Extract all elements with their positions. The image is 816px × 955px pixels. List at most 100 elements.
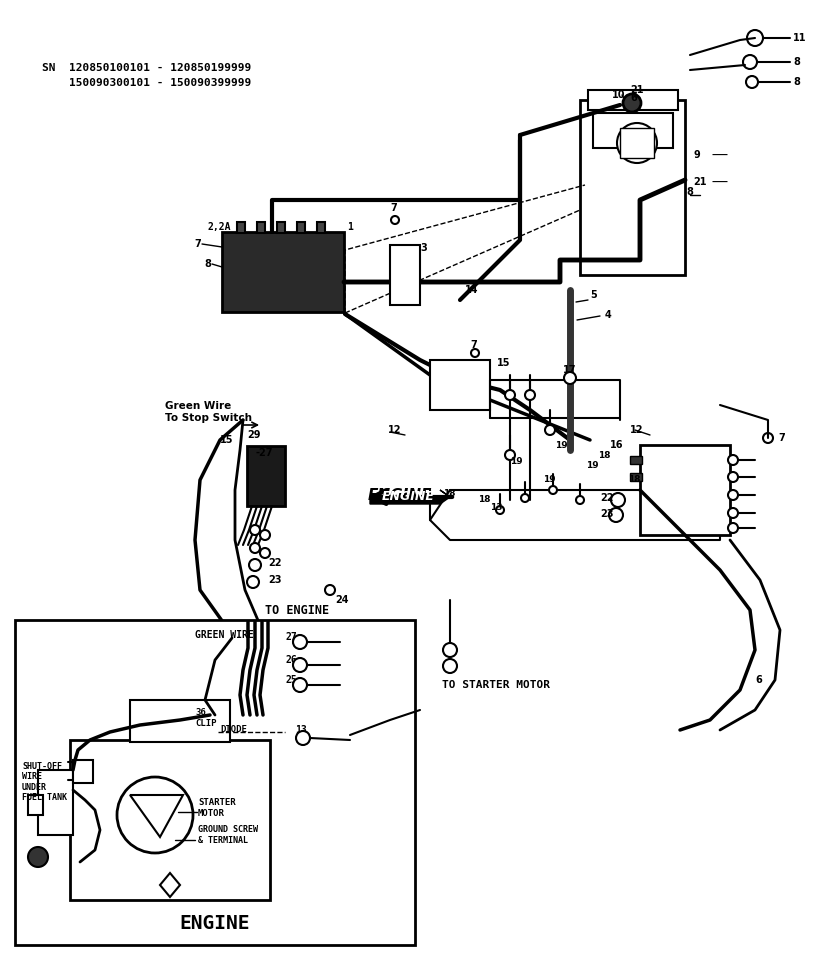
Text: 3: 3 <box>420 243 427 253</box>
Bar <box>390 245 420 305</box>
Circle shape <box>564 372 576 384</box>
Polygon shape <box>370 490 450 504</box>
Bar <box>70 740 270 900</box>
Circle shape <box>293 658 307 672</box>
Circle shape <box>505 450 515 460</box>
Circle shape <box>617 123 657 163</box>
Text: 8: 8 <box>793 77 800 87</box>
Bar <box>28 795 43 815</box>
Text: 16: 16 <box>610 440 623 450</box>
Bar <box>277 222 285 233</box>
Circle shape <box>609 508 623 522</box>
Text: 12: 12 <box>388 425 401 435</box>
Text: 14: 14 <box>465 285 478 295</box>
Bar <box>297 222 305 233</box>
Text: 18: 18 <box>598 451 610 459</box>
Text: 19: 19 <box>555 440 568 450</box>
Circle shape <box>117 777 193 853</box>
Circle shape <box>260 530 270 540</box>
Circle shape <box>443 659 457 673</box>
Text: 25: 25 <box>285 675 297 685</box>
Circle shape <box>728 508 738 518</box>
Text: 18: 18 <box>478 496 490 504</box>
Bar <box>222 232 344 312</box>
Text: 8: 8 <box>204 259 211 269</box>
Bar <box>237 222 245 233</box>
Text: TO STARTER MOTOR: TO STARTER MOTOR <box>442 680 550 690</box>
Text: ENGINE: ENGINE <box>382 491 434 503</box>
Text: STARTER
MOTOR: STARTER MOTOR <box>198 798 236 817</box>
Bar <box>73 760 93 783</box>
Text: DIODE: DIODE <box>220 726 247 734</box>
Circle shape <box>623 94 641 112</box>
Text: 22: 22 <box>600 493 614 503</box>
Bar <box>257 222 265 233</box>
Text: 23: 23 <box>268 575 282 585</box>
Circle shape <box>763 433 773 443</box>
Bar <box>588 90 678 110</box>
Text: 27: 27 <box>285 632 297 642</box>
Text: -27: -27 <box>255 448 273 458</box>
Text: 19: 19 <box>586 460 599 470</box>
Text: 15: 15 <box>220 435 233 445</box>
Text: 13: 13 <box>490 503 503 513</box>
Text: 9: 9 <box>693 150 700 160</box>
Text: 19: 19 <box>510 457 522 466</box>
Text: 8: 8 <box>686 187 693 197</box>
Circle shape <box>549 486 557 494</box>
Text: 2,2A: 2,2A <box>207 222 230 232</box>
Circle shape <box>471 349 479 357</box>
Circle shape <box>728 490 738 500</box>
Text: 24: 24 <box>335 595 348 605</box>
Text: TO ENGINE: TO ENGINE <box>265 604 329 617</box>
Text: 12: 12 <box>630 425 644 435</box>
Text: 6: 6 <box>755 675 762 685</box>
Text: 26: 26 <box>285 655 297 665</box>
Circle shape <box>496 506 504 514</box>
Bar <box>130 700 230 742</box>
Text: 21: 21 <box>693 177 707 187</box>
Text: ENGINE: ENGINE <box>180 914 251 932</box>
Polygon shape <box>160 873 180 897</box>
Bar <box>317 222 325 233</box>
Text: 7: 7 <box>470 340 477 350</box>
Text: 5: 5 <box>590 290 596 300</box>
Text: SN  120850100101 - 120850199999: SN 120850100101 - 120850199999 <box>42 63 251 73</box>
Text: ——: —— <box>712 151 729 159</box>
Bar <box>640 445 730 535</box>
Circle shape <box>28 847 48 867</box>
Bar <box>620 128 654 158</box>
Text: 6: 6 <box>630 93 636 103</box>
Circle shape <box>576 496 584 504</box>
Text: 19: 19 <box>543 476 556 484</box>
Text: 18: 18 <box>628 476 641 484</box>
Circle shape <box>250 543 260 553</box>
Circle shape <box>296 731 310 745</box>
Circle shape <box>545 425 555 435</box>
Bar <box>630 456 642 464</box>
Text: 7: 7 <box>194 239 201 249</box>
Text: 1: 1 <box>347 222 353 232</box>
Circle shape <box>260 548 270 558</box>
Text: 13: 13 <box>295 725 307 735</box>
Text: 36
CLIP: 36 CLIP <box>195 709 216 728</box>
Circle shape <box>249 559 261 571</box>
Text: 7: 7 <box>778 433 785 443</box>
Circle shape <box>728 472 738 482</box>
Text: 18: 18 <box>443 490 455 499</box>
Bar <box>593 113 673 148</box>
Bar <box>15 620 415 945</box>
Circle shape <box>743 55 757 69</box>
Text: 29: 29 <box>247 430 260 440</box>
Text: SHUT-OFF
WIRE
UNDER
FUEL TANK: SHUT-OFF WIRE UNDER FUEL TANK <box>22 762 67 802</box>
Circle shape <box>747 30 763 46</box>
Text: ——: —— <box>712 178 729 186</box>
Circle shape <box>250 525 260 535</box>
Circle shape <box>728 523 738 533</box>
Text: Green Wire
To Stop Switch: Green Wire To Stop Switch <box>165 401 252 423</box>
Circle shape <box>443 643 457 657</box>
Text: GREEN WIRE: GREEN WIRE <box>195 630 254 640</box>
Circle shape <box>521 494 529 502</box>
Text: 11: 11 <box>793 33 806 43</box>
Circle shape <box>728 455 738 465</box>
